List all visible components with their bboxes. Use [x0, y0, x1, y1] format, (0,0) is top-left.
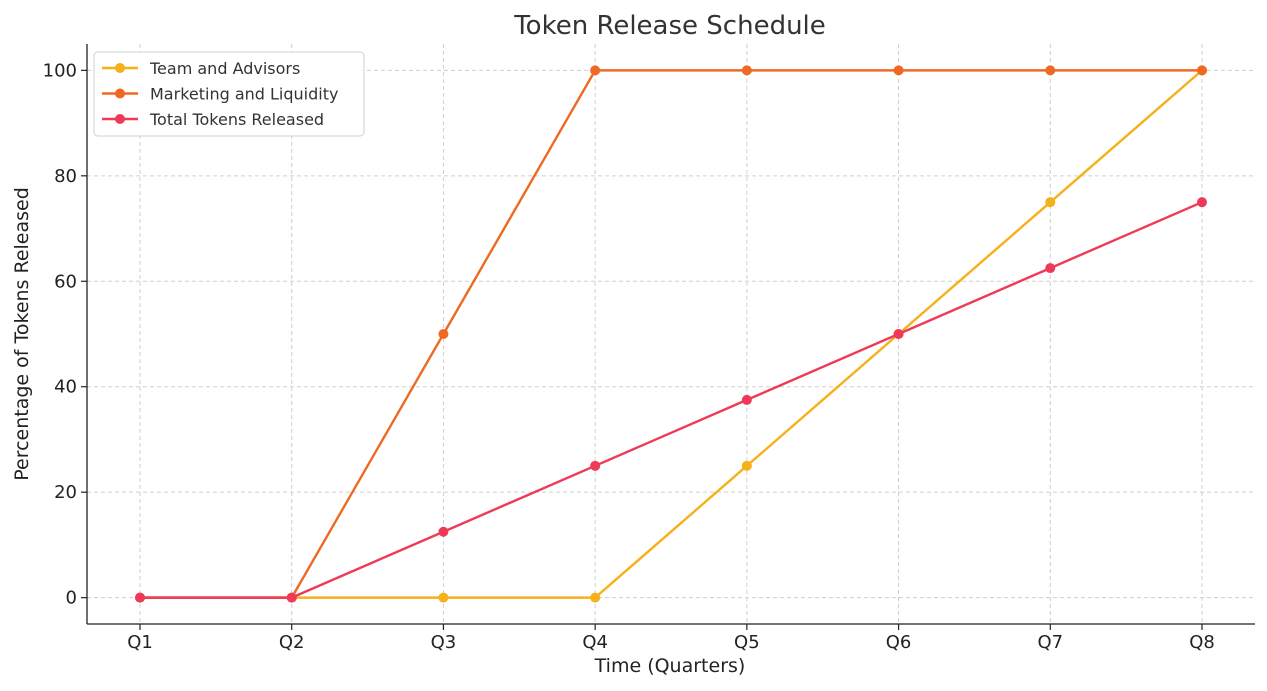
legend-marker — [115, 114, 125, 124]
data-point — [590, 65, 601, 76]
x-tick-label: Q5 — [734, 632, 760, 653]
x-axis-label: Time (Quarters) — [594, 655, 746, 677]
data-point — [741, 394, 752, 405]
chart-title: Token Release Schedule — [513, 11, 826, 41]
data-point — [135, 592, 145, 603]
legend-label: Marketing and Liquidity — [150, 85, 338, 104]
x-tick-label: Q3 — [431, 632, 457, 653]
y-tick-label: 80 — [54, 166, 77, 187]
legend-item: Marketing and Liquidity — [102, 85, 338, 104]
data-point — [1197, 65, 1207, 76]
data-point — [286, 592, 297, 603]
series-3 — [135, 197, 1207, 603]
y-tick-label: 0 — [66, 588, 77, 609]
series-2 — [135, 65, 1207, 603]
legend: Team and Advisors Marketing and Liquidity… — [93, 51, 365, 137]
data-point — [1197, 197, 1207, 208]
data-point — [741, 65, 752, 76]
legend-box — [93, 51, 365, 137]
data-point — [1045, 197, 1056, 208]
legend-label: Total Tokens Released — [149, 110, 324, 129]
data-point — [438, 526, 449, 537]
data-point — [893, 65, 904, 76]
data-point — [590, 592, 601, 603]
y-tick-label: 20 — [54, 482, 77, 503]
legend-item: Total Tokens Released — [102, 110, 324, 129]
legend-item: Team and Advisors — [102, 59, 300, 78]
y-tick-label: 100 — [43, 60, 77, 81]
series-line — [140, 69, 1202, 599]
series-line — [140, 69, 1203, 599]
data-point — [1045, 263, 1056, 274]
series-layer — [135, 65, 1207, 603]
legend-label: Team and Advisors — [149, 59, 300, 78]
data-point — [438, 592, 449, 603]
y-tick-label: 40 — [54, 377, 77, 398]
x-tick-label: Q6 — [886, 632, 912, 653]
series-1 — [135, 65, 1207, 603]
series-line — [140, 201, 1203, 599]
y-axis-label: Percentage of Tokens Released — [11, 187, 33, 481]
data-point — [590, 460, 601, 471]
data-point — [741, 460, 752, 471]
axes: Q1 Q2 Q3 Q4 Q5 Q6 Q7 Q8 0 20 40 60 80 100 — [43, 44, 1255, 653]
data-point — [1045, 65, 1056, 76]
x-tick-label: Q8 — [1189, 632, 1215, 653]
y-tick-label: 60 — [54, 271, 77, 292]
legend-marker — [115, 88, 125, 99]
x-tick-label: Q7 — [1037, 632, 1063, 653]
data-point — [893, 329, 904, 339]
legend-marker — [115, 63, 125, 73]
data-point — [438, 329, 449, 339]
x-tick-label: Q2 — [279, 632, 305, 653]
x-tick-label: Q4 — [582, 632, 608, 653]
x-tick-label: Q1 — [127, 632, 153, 653]
